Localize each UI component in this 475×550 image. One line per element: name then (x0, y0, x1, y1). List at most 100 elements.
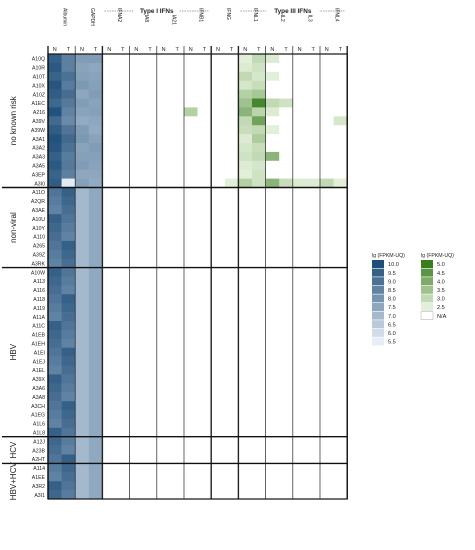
heatmap-cell (102, 205, 117, 215)
heatmap-cell (143, 294, 158, 304)
heatmap-cell (333, 116, 348, 126)
heatmap-cell (252, 276, 266, 286)
heatmap-cell (306, 116, 321, 126)
heatmap-cell (265, 321, 280, 331)
group-header: Type III IFNs (274, 8, 312, 15)
heatmap-cell (88, 196, 103, 206)
heatmap-cell (48, 445, 62, 455)
heatmap-cell (156, 205, 171, 215)
heatmap-cell (211, 143, 226, 153)
heatmap-cell (156, 98, 171, 108)
heatmap-cell (211, 71, 226, 81)
heatmap-cell (48, 258, 62, 268)
heatmap-cell (184, 160, 198, 170)
heatmap-cell (102, 223, 117, 233)
heatmap-cell (292, 303, 307, 313)
heatmap-cell (116, 418, 130, 429)
heatmap-cell (306, 365, 321, 375)
heatmap-cell (129, 267, 144, 277)
heatmap-cell (238, 329, 253, 340)
heatmap-cell (211, 258, 226, 268)
heatmap-cell (197, 187, 212, 197)
row-label: A3R2 (32, 484, 45, 490)
heatmap-cell (143, 472, 158, 482)
heatmap-cell (279, 62, 294, 73)
heatmap-cell (184, 143, 198, 153)
heatmap-cell (129, 116, 144, 126)
heatmap-cell (252, 401, 266, 411)
heatmap-cell (184, 249, 198, 259)
heatmap-cell (265, 347, 280, 357)
heatmap-cell (116, 205, 130, 215)
row-label: A113 (33, 279, 45, 285)
heatmap-cell (116, 71, 130, 81)
heatmap-cell (265, 71, 280, 81)
heatmap-cell (238, 98, 253, 108)
heatmap-cell (75, 160, 90, 170)
heatmap-cell (333, 321, 348, 331)
heatmap-cell (279, 490, 294, 500)
heatmap-cell (48, 223, 62, 233)
heatmap-cell (306, 285, 321, 295)
heatmap-cell (170, 356, 185, 366)
heatmap-cell (238, 214, 253, 224)
heatmap-cell (48, 116, 62, 126)
heatmap-cell (156, 276, 171, 286)
heatmap-cell (102, 258, 117, 268)
column-label: IFNA8 (143, 8, 149, 22)
heatmap-cell (265, 240, 280, 251)
heatmap-cell (61, 54, 76, 64)
heatmap-cell (184, 169, 198, 179)
heatmap-cell (333, 312, 348, 322)
heatmap-cell (265, 490, 280, 500)
heatmap-cell (129, 143, 144, 153)
heatmap-cell (197, 134, 212, 144)
row-label: A3EP (32, 172, 46, 178)
heatmap-cell (292, 472, 307, 482)
heatmap-cell (88, 454, 103, 464)
heatmap-cell (170, 205, 185, 215)
heatmap-cell (252, 169, 266, 179)
heatmap-cell (88, 232, 103, 242)
heatmap-cell (238, 383, 253, 393)
heatmap-cell (75, 445, 90, 455)
heatmap-cell (88, 178, 103, 188)
heatmap-cell (224, 312, 239, 322)
heatmap-cell (170, 240, 185, 251)
heatmap-cell (184, 454, 198, 464)
heatmap-cell (292, 267, 307, 277)
heatmap-cell (224, 445, 239, 455)
heatmap-cell (197, 107, 212, 117)
heatmap-cell (197, 392, 212, 402)
heatmap-cell (279, 294, 294, 304)
heatmap-cell (279, 329, 294, 340)
heatmap-cell (320, 294, 334, 304)
heatmap-cell (88, 374, 103, 384)
column-label: IFNL1 (252, 8, 258, 22)
heatmap-cell (170, 436, 185, 446)
heatmap-cell (306, 187, 321, 197)
heatmap-cell (211, 427, 226, 437)
heatmap-cell (116, 294, 130, 304)
heatmap-cell (116, 410, 130, 420)
heatmap-cell (116, 125, 130, 135)
heatmap-cell (197, 329, 212, 340)
heatmap-cell (88, 427, 103, 437)
heatmap-cell (61, 401, 76, 411)
heatmap-cell (143, 392, 158, 402)
heatmap-cell (129, 214, 144, 224)
heatmap-cell (156, 89, 171, 99)
heatmap-cell (102, 285, 117, 295)
heatmap-cell (292, 392, 307, 402)
heatmap-cell (279, 196, 294, 206)
heatmap-cell (292, 294, 307, 304)
heatmap-cell (129, 98, 144, 108)
legend-label: 4.0 (437, 279, 445, 285)
heatmap-cell (252, 187, 266, 197)
legend-label: 2.5 (437, 305, 445, 311)
group-header-bg (134, 6, 180, 15)
heatmap-cell (211, 347, 226, 357)
heatmap-cell (184, 187, 198, 197)
heatmap-cell (320, 329, 334, 340)
heatmap-cell (88, 303, 103, 313)
